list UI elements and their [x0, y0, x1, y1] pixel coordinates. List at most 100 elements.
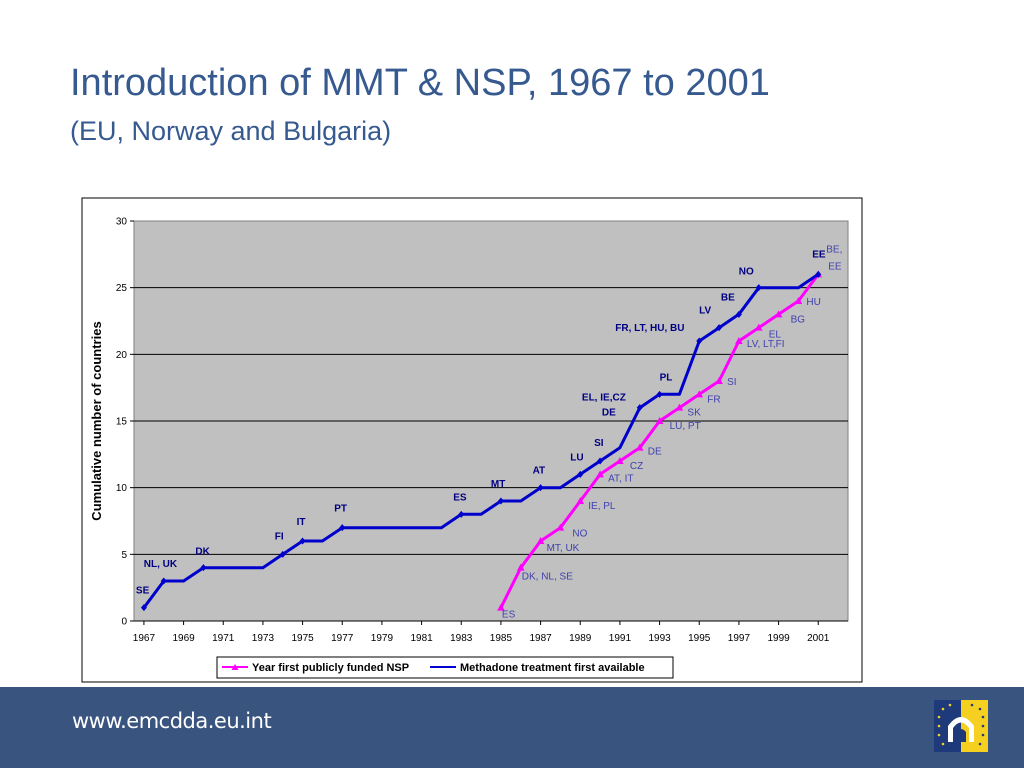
- x-tick-label: 1969: [172, 633, 195, 644]
- x-tick-label: 1973: [252, 633, 275, 644]
- data-point: [754, 323, 763, 331]
- legend-marker-nsp: [231, 664, 239, 670]
- data-point: [675, 403, 684, 411]
- nsp-annotation: BG: [791, 314, 806, 325]
- slide-subtitle: (EU, Norway and Bulgaria): [70, 116, 392, 146]
- y-tick-label: 10: [116, 483, 128, 494]
- y-axis-label: Cumulative number of countries: [89, 321, 104, 520]
- nsp-annotation: SK: [687, 408, 701, 419]
- data-point: [656, 390, 663, 398]
- data-point: [635, 443, 644, 451]
- data-point: [794, 297, 803, 304]
- data-point: [774, 310, 783, 318]
- chart: 0 5 10 15 20 25 30 1967 1969 1971 1973 1975 1977 197…: [81, 197, 863, 683]
- y-tick-label: 0: [121, 617, 127, 628]
- mmt-annotation: NO: [739, 267, 754, 278]
- nsp-annotation: ES: [502, 610, 516, 621]
- x-tick-label: 1991: [609, 633, 632, 644]
- x-tick-label: 1977: [331, 633, 354, 644]
- mmt-annotation: SI: [594, 438, 604, 449]
- mmt-annotation: LV: [699, 306, 711, 317]
- nsp-annotation: LV, LT,FI: [747, 339, 785, 350]
- data-point: [577, 470, 584, 478]
- nsp-annotation: FR: [707, 394, 720, 405]
- x-tick-label: 1997: [728, 633, 751, 644]
- y-tick-label: 15: [116, 417, 128, 428]
- slide-title: Introduction of MMT & NSP, 1967 to 2001: [70, 62, 770, 104]
- mmt-annotation: PL: [660, 372, 673, 383]
- x-tick-label: 1993: [648, 633, 671, 644]
- nsp-annotation: AT, IT: [608, 473, 633, 484]
- footer-bar: www.emcdda.eu.int: [0, 687, 1024, 768]
- data-point: [735, 337, 743, 344]
- x-tick-label: 1987: [529, 633, 552, 644]
- x-tick-label: 1983: [450, 633, 473, 644]
- mmt-annotation: MT: [491, 479, 505, 490]
- nsp-annotation: CZ: [630, 461, 643, 472]
- mmt-annotation: NL, UK: [144, 559, 178, 570]
- data-point: [616, 457, 624, 464]
- data-point: [596, 470, 604, 478]
- nsp-annotation: BE,: [826, 244, 842, 255]
- gridlines: [134, 287, 848, 555]
- data-point: [140, 604, 147, 612]
- data-point: [556, 523, 565, 531]
- data-point: [200, 564, 207, 572]
- chart-area: 0 5 10 15 20 25 30 1967 1969 1971 1973 1975 1977 197…: [81, 197, 863, 683]
- data-point: [160, 577, 167, 585]
- mmt-annotation: PT: [334, 504, 347, 515]
- x-tick-label: 1999: [767, 633, 790, 644]
- y-tick-label: 5: [121, 550, 127, 561]
- x-tick-label: 2001: [807, 633, 830, 644]
- series-line-mmt: [142, 273, 820, 609]
- mmt-annotation: DE: [602, 408, 616, 419]
- x-tick-label: 1995: [688, 633, 711, 644]
- mmt-annotation: FI: [275, 531, 284, 542]
- x-tick-label: 1967: [133, 633, 156, 644]
- nsp-annotation: HU: [806, 297, 820, 308]
- data-point: [695, 390, 704, 398]
- x-tick-label: 1985: [490, 633, 513, 644]
- nsp-annotation: DK, NL, SE: [522, 572, 573, 583]
- data-point: [696, 337, 703, 345]
- data-point: [497, 497, 504, 505]
- mmt-annotation: IT: [297, 517, 306, 528]
- data-point: [279, 550, 286, 558]
- nsp-annotation: LU, PT: [670, 421, 701, 432]
- data-point: [576, 497, 585, 504]
- data-point: [536, 537, 545, 544]
- data-point: [516, 563, 525, 571]
- mmt-annotation: EE: [812, 249, 826, 260]
- data-point: [755, 284, 762, 292]
- nsp-annotation: IE, PL: [588, 501, 616, 512]
- data-point: [735, 310, 742, 318]
- mmt-annotation: SE: [136, 586, 150, 597]
- mmt-annotation: AT: [533, 466, 546, 477]
- data-point: [636, 404, 643, 412]
- mmt-annotation: BE: [721, 292, 735, 303]
- legend-label-mmt: Methadone treatment first available: [460, 662, 645, 674]
- y-tick-label: 25: [116, 283, 128, 294]
- mmt-annotation: FR, LT, HU, BU: [615, 323, 684, 334]
- nsp-annotation: DE: [648, 447, 662, 458]
- data-point: [299, 537, 306, 545]
- y-tick-label: 30: [116, 217, 128, 228]
- x-axis: 1967 1969 1971 1973 1975 1977 1979 1981 1983 1985…: [133, 620, 848, 644]
- x-tick-label: 1981: [410, 633, 433, 644]
- y-axis: 0 5 10 15 20 25 30: [116, 217, 134, 628]
- series-layer: [140, 270, 823, 612]
- data-point: [458, 510, 465, 518]
- data-point: [815, 270, 822, 278]
- y-tick-label: 20: [116, 350, 128, 361]
- nsp-annotation: EL: [769, 330, 782, 341]
- legend: Year first publicly funded NSP Methadone…: [216, 656, 674, 679]
- nsp-annotation: SI: [727, 377, 736, 388]
- data-point: [715, 377, 723, 384]
- mmt-annotation: EL, IE,CZ: [582, 393, 626, 404]
- footer-url[interactable]: www.emcdda.eu.int: [72, 709, 272, 733]
- x-tick-label: 1989: [569, 633, 592, 644]
- mmt-annotation: DK: [195, 547, 210, 558]
- nsp-annotation: NO: [572, 529, 587, 540]
- legend-label-nsp: Year first publicly funded NSP: [252, 662, 409, 674]
